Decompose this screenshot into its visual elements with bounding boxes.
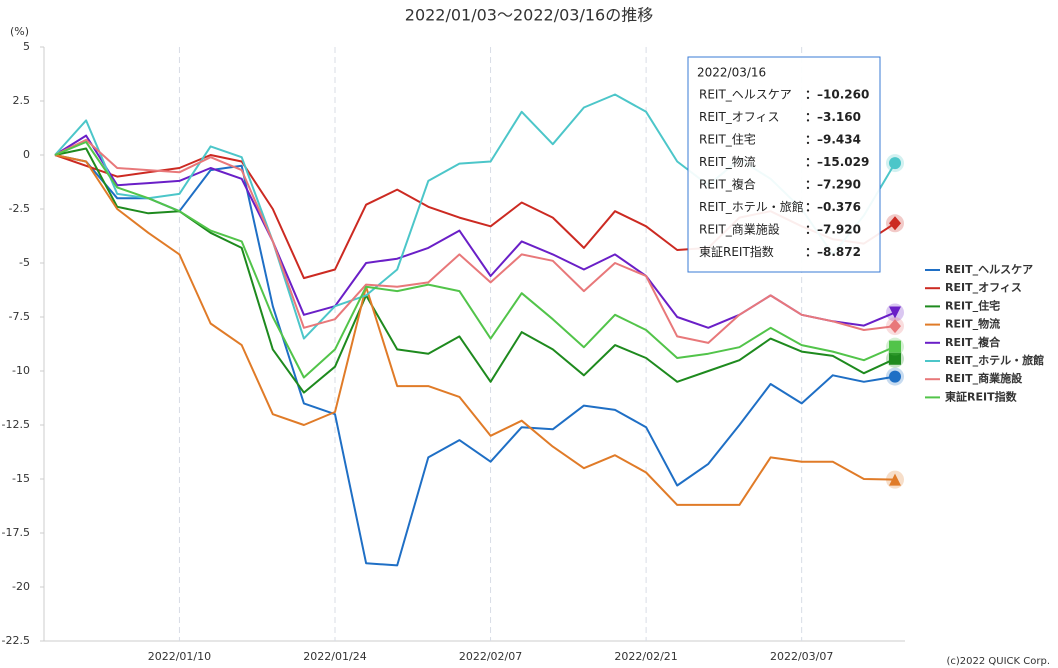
x-tick-label: 2022/03/07 [770, 650, 833, 663]
legend-label: REIT_住宅 [945, 298, 1000, 312]
y-tick-label: -17.5 [2, 526, 30, 539]
y-tick-label: -5 [19, 256, 30, 269]
tooltip-value: ：–7.920 [805, 223, 861, 237]
tooltip-title: 2022/03/16 [697, 66, 766, 80]
end-marker [889, 306, 901, 319]
tooltip-name: 東証REIT指数 [699, 244, 774, 259]
legend-label: REIT_オフィス [945, 281, 1022, 294]
y-axis-label: (%) [10, 25, 29, 38]
legend-label: REIT_ホテル・旅館 [945, 353, 1044, 367]
end-marker [889, 473, 901, 486]
tooltip-name: REIT_住宅 [699, 132, 756, 147]
legend-label: 東証REIT指数 [945, 389, 1018, 403]
y-tick-label: 2.5 [13, 94, 31, 107]
legend-label: REIT_ヘルスケア [945, 263, 1033, 276]
tooltip-value: ：–3.160 [805, 110, 861, 124]
tooltip-name: REIT_ヘルスケア [699, 88, 792, 102]
end-marker [889, 319, 901, 334]
end-marker [889, 370, 901, 383]
series-line [54, 154, 896, 567]
series-line [54, 141, 896, 379]
tooltip: 2022/03/16 REIT_ヘルスケア ：–10.260 REIT_オフィス ：–3… [687, 56, 881, 273]
tooltip-name: REIT_商業施設 [699, 222, 780, 237]
credit: (c)2022 QUICK Corp. [946, 656, 1050, 667]
tooltip-value: ：–0.376 [805, 200, 861, 214]
legend-label: REIT_物流 [945, 317, 1000, 331]
tooltip-box [687, 56, 881, 273]
y-tick-label: -2.5 [9, 202, 30, 215]
tooltip-value: ：–9.434 [805, 133, 861, 147]
tooltip-value: ：–10.260 [805, 88, 869, 102]
y-tick-label: 0 [23, 148, 30, 161]
series-line [54, 138, 896, 344]
x-tick-label: 2022/01/10 [148, 650, 211, 663]
tooltip-value: ：–7.290 [805, 178, 861, 192]
y-tick-label: -20 [12, 580, 30, 593]
end-marker [889, 216, 901, 231]
y-tick-label: -10 [12, 364, 30, 377]
series-line [54, 154, 896, 506]
tooltip-value: ：–8.872 [805, 245, 861, 259]
x-tick-label: 2022/02/21 [614, 650, 677, 663]
end-marker [889, 157, 901, 170]
y-tick-label: -15 [12, 472, 30, 485]
legend-label: REIT_商業施設 [945, 371, 1023, 385]
y-tick-label: -7.5 [9, 310, 30, 323]
end-marker [889, 352, 901, 365]
tooltip-name: REIT_複合 [699, 177, 756, 192]
x-tick-label: 2022/01/24 [303, 650, 366, 663]
tooltip-name: REIT_オフィス [699, 110, 780, 124]
y-tick-label: 5 [23, 40, 30, 53]
end-marker [889, 340, 901, 353]
y-tick-label: -22.5 [2, 634, 30, 647]
tooltip-name: REIT_物流 [699, 155, 756, 169]
tooltip-value: ：–15.029 [805, 155, 869, 169]
x-tick-label: 2022/02/07 [459, 650, 522, 663]
y-tick-label: -12.5 [2, 418, 30, 431]
tooltip-name: REIT_ホテル・旅館 [699, 199, 804, 214]
legend-label: REIT_複合 [945, 335, 1001, 349]
chart-title: 2022/01/03～2022/03/16の推移 [405, 6, 653, 25]
